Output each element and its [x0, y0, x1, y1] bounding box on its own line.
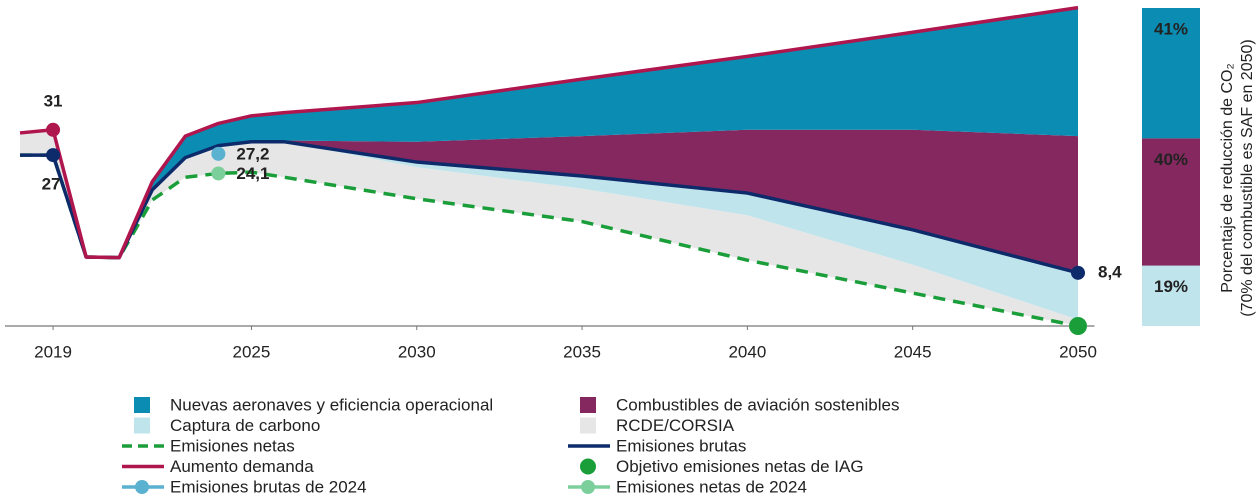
area [20, 7, 1078, 258]
point [211, 166, 226, 181]
x-tick-label: 2040 [728, 342, 766, 361]
annotation-dot [1071, 265, 1085, 280]
legend-label: Objetivo emisiones netas de IAG [616, 457, 864, 476]
annotation-label: 27 [42, 175, 61, 194]
axis-label: Porcentaje de reducción de CO₂ [1219, 63, 1236, 292]
legend-swatch [580, 417, 596, 434]
x-tick-label: 2050 [1059, 342, 1097, 361]
legend-label: RCDE/CORSIA [616, 416, 735, 435]
legend-label: Nuevas aeronaves y eficiencia operaciona… [170, 395, 493, 414]
bar-label: 41% [1154, 19, 1188, 38]
legend-swatch [134, 397, 150, 413]
x-tick-label: 2045 [894, 342, 932, 361]
bar-segment [1142, 8, 1200, 139]
legend-label: Captura de carbono [170, 416, 320, 435]
legend-label: Emisiones brutas [616, 436, 746, 455]
area [20, 129, 1078, 273]
annotation-label: 31 [44, 91, 63, 110]
x-tick-label: 2025 [233, 342, 271, 361]
legend-label: Emisiones netas de 2024 [616, 477, 807, 496]
legend-label: Emisiones netas [170, 436, 295, 455]
bar-segment [1142, 265, 1200, 326]
legend-marker [580, 458, 596, 475]
legend-label: Combustibles de aviación sostenibles [616, 395, 900, 414]
legend-marker [135, 480, 149, 494]
point [211, 146, 226, 161]
annotation-label: 8,4 [1098, 262, 1122, 281]
bar-label: 40% [1154, 150, 1188, 169]
area [20, 129, 1078, 320]
point-label: 27,2 [236, 144, 269, 163]
point-label: 24,1 [236, 164, 269, 183]
x-tick-label: 2035 [563, 342, 601, 361]
axis-label: (70% del combustible es SAF en 2050) [1239, 39, 1256, 316]
annotation-dot [46, 122, 61, 137]
x-tick-label: 2030 [398, 342, 436, 361]
bar-segment [1142, 138, 1200, 266]
legend-marker [581, 480, 595, 494]
bar-label: 19% [1154, 277, 1188, 296]
legend-swatch [580, 397, 596, 413]
point [1069, 317, 1087, 335]
legend-swatch [134, 417, 150, 434]
legend-label: Emisiones brutas de 2024 [170, 477, 367, 496]
legend-label: Aumento demanda [170, 457, 314, 476]
annotation-dot [46, 148, 61, 163]
line [19, 5, 1079, 260]
x-tick-label: 2019 [34, 342, 72, 361]
